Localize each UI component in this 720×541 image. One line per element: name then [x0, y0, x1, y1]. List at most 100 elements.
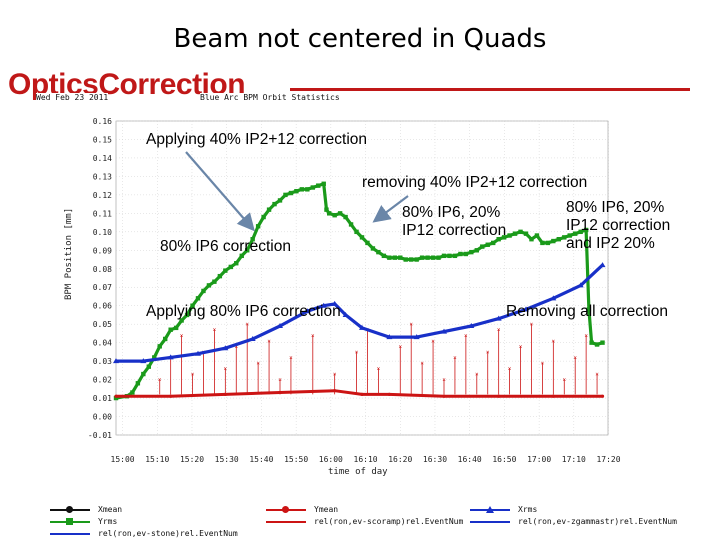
yrms-point	[436, 255, 441, 260]
plot-date: Wed Feb 23 2011	[36, 93, 109, 102]
red-spike-mark: ×	[519, 343, 523, 350]
x-tick-label: 17:10	[562, 455, 586, 464]
red-spike-mark: ×	[431, 338, 435, 345]
xrms-point	[441, 328, 447, 334]
annotation-arrows	[185, 151, 409, 232]
yrms-point	[343, 214, 348, 220]
red-spike-mark: ×	[595, 371, 599, 378]
yrms-point	[452, 253, 458, 259]
event-spikes: ×××××××××××××××××××××××××××××××××××××	[158, 321, 599, 395]
yrms-point	[414, 257, 419, 262]
red-spike-mark: ×	[180, 332, 184, 339]
x-axis-label: time of day	[328, 467, 388, 477]
yrms-point	[324, 207, 329, 212]
red-spike-mark: ×	[398, 343, 402, 350]
red-spike-mark: ×	[224, 366, 228, 373]
yrms-point	[594, 342, 600, 347]
yrms-point	[294, 188, 299, 194]
annotation-remove-all: Removing all correction	[506, 303, 668, 320]
yrms-point	[316, 183, 321, 188]
slide-title: Beam not centered in Quads	[173, 24, 547, 54]
yrms-point	[529, 237, 534, 242]
red-spike-mark: ×	[541, 360, 545, 367]
red-spike-mark: ×	[278, 377, 282, 384]
chart-legend: Xmean Yrms rel(ron,ev-stone)rel.EventNum…	[50, 505, 690, 541]
yrms-point	[409, 257, 414, 262]
yrms-point	[583, 227, 589, 233]
red-spike-mark: ×	[552, 338, 556, 345]
yrms-point	[447, 253, 452, 259]
plot-header-title: Blue Arc BPM Orbit Statistics	[200, 93, 340, 102]
yrms-point	[332, 213, 337, 218]
ymean-point	[223, 392, 227, 396]
xrms-point	[167, 354, 174, 360]
x-tick-label: 16:00	[319, 455, 343, 464]
y-tick-label: 0.03	[93, 357, 112, 366]
yrms-point	[277, 198, 283, 203]
ymean-point	[387, 392, 391, 396]
ymean-point	[169, 394, 173, 398]
xrms-point	[140, 358, 147, 364]
y-tick-label: 0.16	[93, 117, 112, 126]
yrms-point	[228, 264, 233, 270]
legend-xrms: Xrms	[470, 505, 537, 514]
yrms-point	[600, 340, 605, 345]
ymean-point	[360, 392, 364, 396]
yrms-point	[573, 231, 578, 236]
xrms-point	[277, 323, 283, 329]
red-spike-mark: ×	[191, 371, 195, 378]
xrms-point	[342, 311, 349, 317]
x-tick-label: 15:00	[111, 455, 135, 464]
red-spike-mark: ×	[158, 377, 162, 384]
ymean-point	[442, 394, 446, 398]
y-tick-label: 0.08	[93, 265, 112, 274]
yrms-point	[501, 235, 507, 240]
yrms-point	[245, 248, 250, 253]
yrms-point	[365, 240, 370, 246]
yrms-point	[534, 233, 540, 238]
y-tick-label: 0.13	[93, 172, 112, 181]
red-spike-mark: ×	[409, 321, 413, 328]
yrms-point	[179, 318, 184, 323]
red-spike-mark: ×	[355, 349, 359, 356]
yrms-point	[234, 261, 239, 266]
red-spike-mark: ×	[573, 354, 577, 361]
xrms-point	[577, 282, 584, 288]
xrms-point	[113, 358, 119, 364]
red-spike-mark: ×	[584, 332, 588, 339]
xrms-point	[523, 306, 529, 312]
ymean-point	[600, 394, 605, 398]
red-spike-mark: ×	[475, 371, 479, 378]
y-tick-label: 0.07	[93, 283, 112, 292]
annotation-apply-80: Applying 80% IP6 correction	[146, 303, 341, 320]
yrms-point	[321, 181, 326, 186]
annotation-80-ip6: 80% IP6 correction	[160, 238, 291, 255]
annotation-80-20: 80% IP6, 20% IP12 correction	[402, 204, 507, 239]
x-tick-label: 15:10	[145, 455, 169, 464]
yrms-point	[173, 325, 179, 331]
x-tick-label: 16:10	[354, 455, 378, 464]
red-spike-mark: ×	[256, 360, 260, 367]
y-axis-ticks: 0.16 0.15 0.14 0.13 0.12 0.11 0.10 0.09 0.08 0.07…	[88, 117, 112, 440]
x-tick-label: 16:30	[423, 455, 447, 464]
x-tick-label: 16:40	[458, 455, 482, 464]
yrms-point	[168, 327, 173, 332]
xrms-point	[222, 345, 229, 351]
yrms-point	[512, 231, 518, 236]
yrms-point	[586, 307, 592, 312]
yrms-point	[381, 253, 387, 259]
xrms-point	[550, 295, 557, 301]
yrms-point	[157, 344, 162, 349]
yrms-point	[283, 192, 288, 198]
y-tick-label: 0.12	[93, 191, 112, 200]
yrms-point	[578, 229, 583, 235]
xrms-point	[249, 335, 256, 341]
yrms-point	[518, 229, 523, 235]
x-tick-label: 15:30	[215, 455, 239, 464]
yrms-point	[485, 242, 490, 247]
yrms-point	[190, 303, 195, 308]
yrms-point	[141, 371, 146, 377]
ymean-point	[551, 394, 555, 398]
yrms-point	[567, 233, 572, 238]
arrow-apply-40	[185, 151, 255, 232]
